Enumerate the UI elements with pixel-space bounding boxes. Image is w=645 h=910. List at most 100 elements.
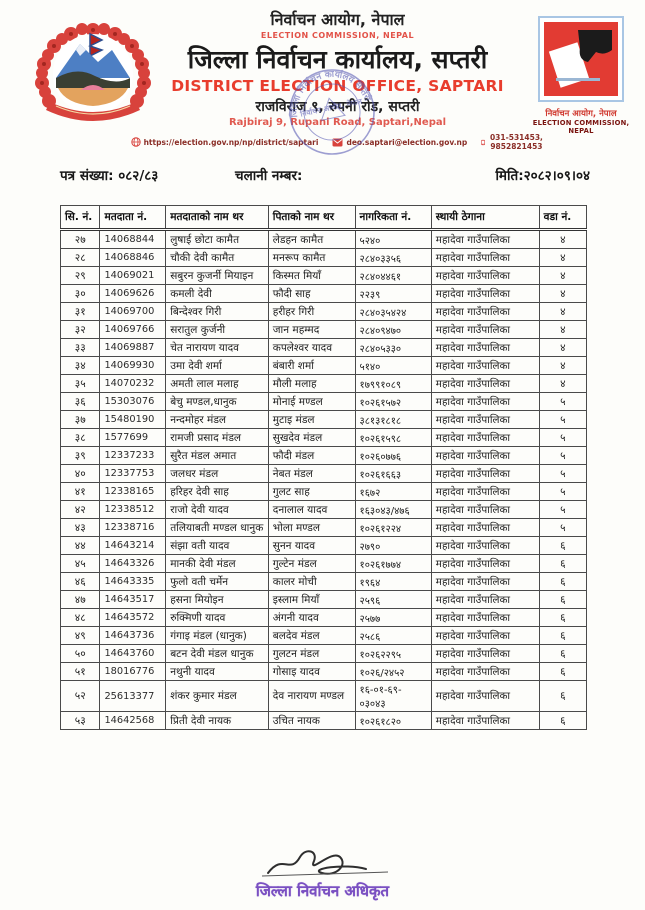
voter-table-wrap: सि. नं. मतदाता नं. मतदाताको नाम थर पिताको न… [59,205,588,730]
cell-citizenship-no: १०२६१८२० [354,711,432,730]
cell-address: महादेवा गाउँपालिका [430,392,540,411]
cell-voter-name: बिन्देश्वर गिरी [165,302,269,321]
cell-voter-no: 18016776 [99,662,167,681]
cell-voter-name: उमा देवी शर्मा [165,356,269,375]
cell-serial-no: ३० [59,284,101,303]
cell-address: महादेवा गाउँपालिका [430,338,540,357]
cell-voter-name: चौकी देवी कामैत [165,248,269,267]
cell-voter-no: 14069021 [99,266,167,285]
table-row: २९ 14069021 सबुरन कुजर्नी मियाइन किस्मत मिय… [59,266,588,285]
cell-father-name: जान महम्मद [267,320,356,339]
table-row: ३९ 12337233 सुरैत मंडल अमात फौदी मंडल १०२६०७… [59,446,588,465]
cell-citizenship-no: १९६४ [354,572,432,591]
cell-ward-no: ४ [538,320,588,339]
cell-address: महादेवा गाउँपालिका [430,482,540,501]
cell-serial-no: ५३ [59,711,101,730]
cell-serial-no: ४३ [59,518,101,537]
cell-ward-no: ५ [538,482,588,501]
cell-serial-no: ५२ [59,680,101,712]
table-row: ५० 14643760 बटन देवी मंडल धानुक गुलटन मंडल १… [59,644,588,663]
cell-father-name: उचित नायक [267,711,356,730]
signature-block: जिल्ला निर्वाचन अधिकृत [0,845,645,901]
table-row: ४९ 14643736 गंगाइ मंडल (धानुक) बलदेव मंडल २५… [59,626,588,645]
cell-voter-no: 14068844 [99,229,167,249]
cell-ward-no: ४ [538,356,588,375]
cell-address: महादेवा गाउँपालिका [430,590,540,609]
cell-citizenship-no: २५९६ [354,590,432,609]
table-row: ३५ 14070232 अमती लाल मलाह मौली मलाह १७९९१०८९… [59,374,588,393]
nepal-government-emblem [35,23,151,121]
cell-ward-no: ४ [538,248,588,267]
cell-serial-no: ४७ [59,590,101,609]
letter-date: मिति:२०८२।०९।०४ [495,168,590,184]
letter-meta-line: पत्र संख्या: ०८२/८३ चलानी नम्बर: मिति:२०… [60,166,590,184]
cell-voter-name: बटन देवी मंडल धानुक [165,644,269,663]
cell-address: महादेवा गाउँपालिका [430,428,540,447]
table-row: ३८ 1577699 रामजी प्रसाद मंडल सुखदेव मंडल १०२… [59,428,588,447]
cell-ward-no: ६ [538,590,588,609]
cell-address: महादेवा गाउँपालिका [430,248,540,267]
cell-serial-no: ३१ [59,302,101,321]
emblem-banner [46,102,140,121]
cell-citizenship-no: २५७७ [354,608,432,627]
cell-father-name: बंबारी शर्मा [267,356,356,375]
cell-ward-no: ४ [538,229,588,249]
cell-voter-no: 15303076 [99,392,167,411]
contact-bar: https://election.gov.np/np/district/sapt… [130,133,543,151]
officer-title: जिल्ला निर्वाचन अधिकृत [255,882,390,900]
cell-voter-name: चेत नारायण यादव [165,338,269,357]
cell-ward-no: ४ [538,338,588,357]
cell-voter-name: सबुरन कुजर्नी मियाइन [165,266,269,285]
cell-voter-no: 12338165 [99,482,167,501]
cell-serial-no: ४१ [59,482,101,501]
cell-father-name: अंगनी यादव [267,608,356,627]
cell-voter-name: कमली देवी [165,284,269,303]
office-address-nepali: राजविराज ९, रुपनी रोड, सप्तरी [255,99,420,115]
cell-father-name: मनरूप कामैत [267,248,356,267]
cell-serial-no: ३४ [59,356,101,375]
cell-father-name: भोला मण्डल [267,518,356,537]
cell-address: महादेवा गाउँपालिका [430,572,540,591]
cell-address: महादेवा गाउँपालिका [430,711,540,730]
cell-voter-name: अमती लाल मलाह [165,374,269,393]
cell-serial-no: ४८ [59,608,101,627]
table-row: २७ 14068844 लुषाई छोटा कामैत लेडहन कामैत ५२४… [59,229,588,249]
cell-father-name: मौली मलाह [267,374,356,393]
cell-voter-no: 14643326 [99,554,167,573]
cell-voter-name: तलियाबती मण्डल धानुक [165,518,269,537]
table-row: ४४ 14643214 संझा वती यादव सुनन यादव २७९० महाद… [59,536,588,555]
column-header-serial-no: सि. नं. [59,205,101,231]
cell-address: महादेवा गाउँपालिका [430,680,540,712]
cell-father-name: गुलटन मंडल [267,644,356,663]
cell-voter-name: सुरैत मंडल अमात [165,446,269,465]
cell-address: महादेवा गाउँपालिका [430,374,540,393]
table-row: ४० 12337753 जलधर मंडल नेबत मंडल १०२६१६६३ महाद… [59,464,588,483]
cell-serial-no: ३७ [59,410,101,429]
website-item: https://election.gov.np/np/district/sapt… [130,137,318,147]
cell-voter-no: 1577699 [99,428,167,447]
cell-ward-no: ६ [538,554,588,573]
cell-serial-no: २८ [59,248,101,267]
table-row: ३६ 15303076 बेचु मण्डल,धानुक मोनाई मण्डल १०२… [59,392,588,411]
column-header-father-name: पिताको नाम थर [267,205,356,231]
cell-father-name: फौदी साह [267,284,356,303]
cell-citizenship-no: २८४०४४६१ [354,266,432,285]
cell-voter-no: 14643517 [99,590,167,609]
cell-citizenship-no: १६-०१-६९- ०३०४३ [354,680,432,712]
table-body: २७ 14068844 लुषाई छोटा कामैत लेडहन कामैत ५२४… [59,229,588,730]
cell-father-name: मुटाइ मंडल [267,410,356,429]
table-row: ३७ 15480190 नन्दमोहर मंडल मुटाइ मंडल ३८१३१८१… [59,410,588,429]
table-row: ३० 14069626 कमली देवी फौदी साह २२३९ महादेवा ग… [59,284,588,303]
cell-serial-no: ३८ [59,428,101,447]
cell-father-name: नेबत मंडल [267,464,356,483]
cell-address: महादेवा गाउँपालिका [430,554,540,573]
cell-ward-no: ६ [538,608,588,627]
cell-father-name: बलदेव मंडल [267,626,356,645]
cell-citizenship-no: ५२४० [354,229,432,249]
table-row: ३४ 14069930 उमा देवी शर्मा बंबारी शर्मा ५१४०… [59,356,588,375]
cell-ward-no: ६ [538,711,588,730]
cell-citizenship-no: २८४०५३३० [354,338,432,357]
table-header-row: सि. नं. मतदाता नं. मतदाताको नाम थर पिताको न… [59,205,588,231]
cell-address: महादेवा गाउँपालिका [430,626,540,645]
cell-citizenship-no: २२३९ [354,284,432,303]
